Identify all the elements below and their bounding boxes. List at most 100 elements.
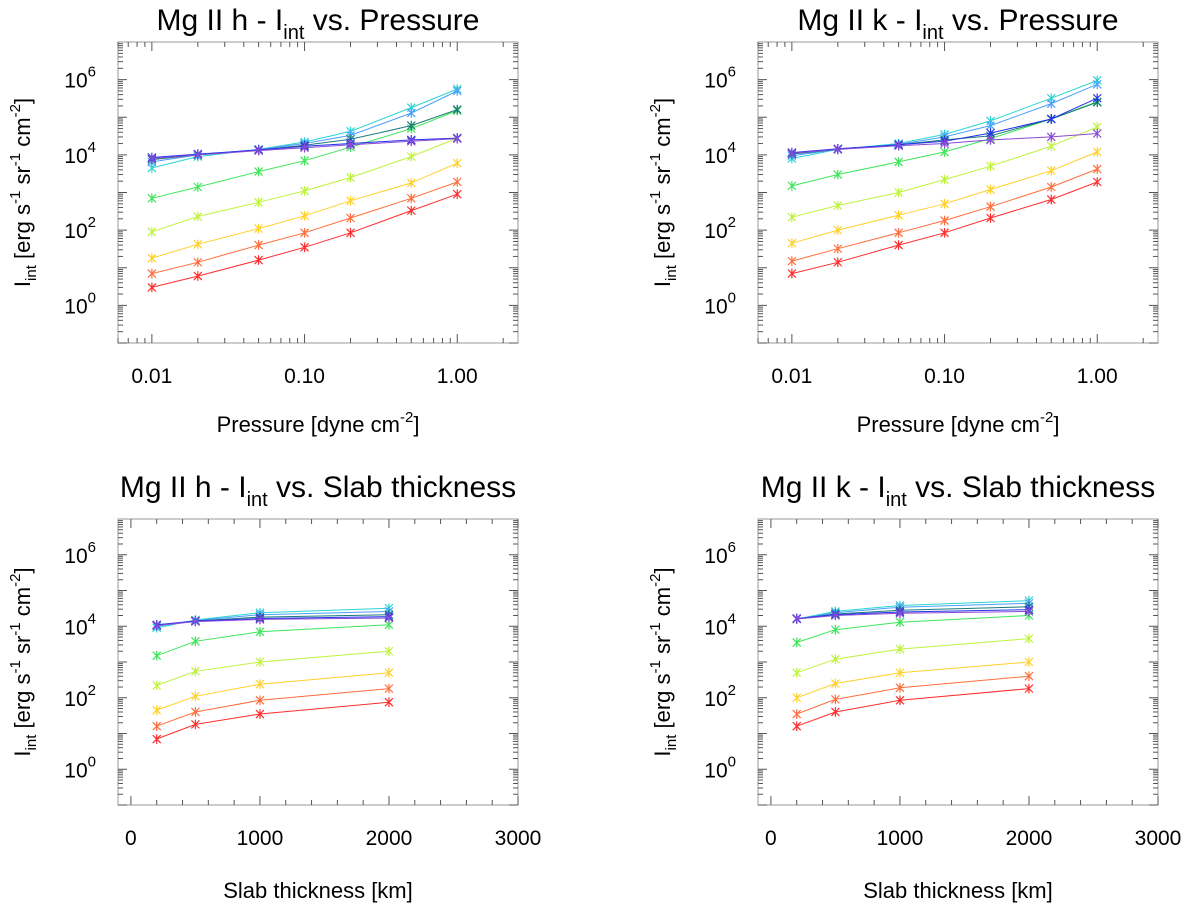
x-tick-label: 0 (765, 827, 777, 850)
data-point (406, 151, 416, 162)
data-point (986, 201, 995, 212)
x-tick-label: 1000 (877, 827, 924, 850)
data-point (384, 683, 394, 694)
series-line (156, 650, 390, 686)
data-point (833, 225, 843, 235)
data-point (452, 104, 462, 115)
series-3 (792, 657, 1034, 703)
data-point (792, 637, 802, 648)
y-tick-label: 106 (704, 64, 736, 93)
data-point (940, 147, 949, 157)
data-point (787, 256, 797, 266)
data-point (894, 140, 904, 151)
series-line (796, 615, 1030, 643)
series-1 (147, 189, 462, 293)
data-point (830, 654, 840, 664)
data-point (152, 620, 162, 631)
data-point (895, 644, 905, 654)
data-point (452, 133, 462, 144)
data-point (1046, 132, 1056, 142)
data-point (792, 667, 802, 678)
series-line (156, 616, 390, 626)
data-point (384, 697, 394, 708)
data-point (1024, 633, 1034, 644)
data-point (1046, 182, 1056, 192)
series-8 (152, 609, 394, 631)
data-point (152, 734, 162, 744)
data-point (452, 86, 462, 96)
series-2 (787, 164, 1102, 266)
series-3 (147, 158, 462, 263)
data-point (190, 707, 200, 717)
x-tick-label: 0.01 (771, 365, 812, 388)
data-point (152, 705, 162, 715)
x-tick-label: 0.01 (131, 365, 172, 388)
data-point (346, 227, 355, 238)
y-tick-label: 102 (704, 682, 736, 711)
data-point (152, 721, 162, 732)
y-tick-label: 100 (64, 753, 96, 782)
data-point (147, 227, 157, 237)
data-point (384, 613, 394, 623)
panel-4: 100 102 104 106 0 1000 2000 3000 Mg II k - Iint … (647, 471, 1181, 903)
data-point (346, 140, 355, 150)
data-point (406, 120, 416, 131)
data-point (895, 682, 905, 693)
data-point (894, 187, 904, 198)
data-point (255, 695, 265, 706)
panel-title: Mg II h - Iint vs. Slab thickness (120, 471, 516, 511)
plot-frame (757, 518, 1159, 806)
series-line (156, 688, 390, 727)
x-tick-label: 0.10 (924, 365, 965, 388)
data-point (986, 184, 995, 195)
x-axis-label: Pressure [dyne cm-2] (857, 409, 1060, 437)
y-tick-label: 104 (64, 139, 96, 168)
data-point (1024, 683, 1034, 694)
x-axis-label: Slab thickness [km] (863, 878, 1053, 903)
data-point (152, 680, 162, 691)
y-axis-label: Iint [erg s-1 sr-1 cm-2] (7, 567, 40, 756)
y-tick-label: 104 (704, 139, 736, 168)
series-1 (787, 177, 1102, 279)
data-point (384, 646, 394, 657)
data-point (792, 692, 802, 703)
data-point (193, 271, 203, 281)
data-point (254, 166, 264, 177)
data-point (830, 707, 840, 717)
data-point (792, 721, 802, 732)
y-tick-label: 106 (64, 539, 96, 568)
data-point (894, 157, 904, 167)
data-point (787, 238, 797, 248)
y-tick-label: 102 (704, 214, 736, 243)
series-line (156, 672, 390, 711)
data-point (830, 694, 840, 705)
data-point (190, 616, 200, 627)
data-point (255, 679, 265, 689)
y-axis-label: Iint [erg s-1 sr-1 cm-2] (647, 98, 680, 287)
data-point (833, 144, 843, 155)
data-point (255, 614, 265, 625)
data-point (152, 650, 162, 661)
x-tick-label: 3000 (495, 827, 542, 850)
data-point (190, 666, 200, 677)
data-point (300, 142, 309, 153)
data-point (346, 213, 355, 223)
series-4 (787, 122, 1102, 223)
data-point (452, 158, 462, 169)
data-point (193, 182, 203, 192)
data-point (1092, 128, 1102, 139)
series-10 (792, 606, 1034, 624)
plot-frame (117, 518, 519, 806)
x-tick-label: 0 (125, 827, 137, 850)
data-point (147, 282, 157, 293)
y-tick-label: 102 (64, 214, 96, 243)
data-point (255, 709, 265, 719)
data-point (255, 657, 265, 667)
data-point (300, 155, 309, 166)
y-tick-label: 104 (64, 610, 96, 639)
plot-frame (757, 41, 1159, 344)
data-point (406, 193, 416, 204)
series-10 (787, 128, 1102, 159)
data-point (792, 614, 802, 624)
data-point (190, 691, 200, 702)
